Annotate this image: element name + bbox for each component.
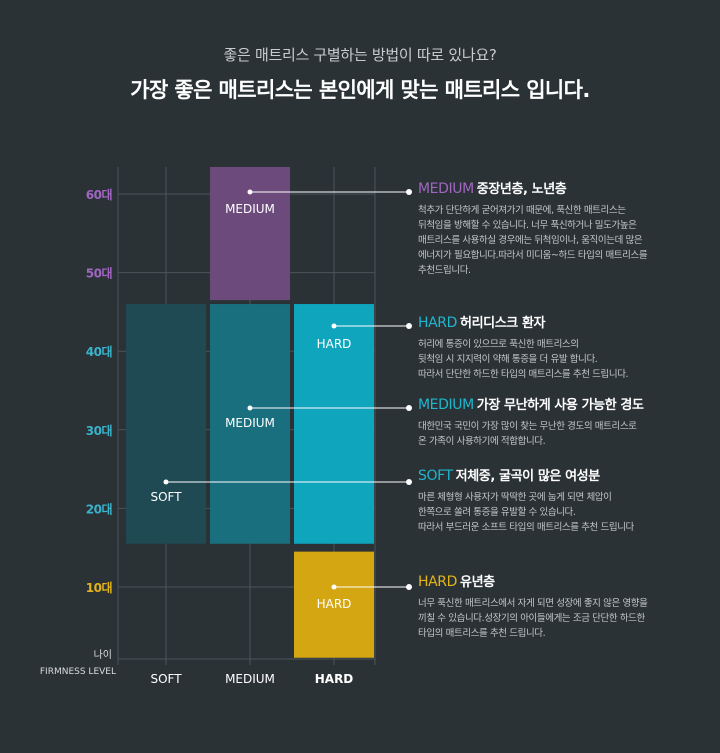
y-tick-label: 20대 (86, 502, 113, 516)
description-line: 마른 체형형 사용자가 딱딱한 곳에 눕게 되면 체압이 (418, 492, 612, 503)
header-subtitle: 좋은 매트리스 구별하는 방법이 따로 있나요? (223, 46, 497, 64)
description-line: 허리에 통증이 있으므로 푹신한 매트리스의 (418, 339, 579, 350)
description-body: 허리에 통증이 있으므로 푹신한 매트리스의 뒷척임 시 지지력이 약해 통증을… (418, 337, 708, 382)
bar-label: MEDIUM (225, 416, 275, 430)
description-line: 매트리스를 사용하실 경우에는 뒤척임이나, 움직이는데 많은 (418, 235, 643, 246)
leader-end-dot (406, 189, 412, 195)
description-title: HARD 유년층 (418, 573, 708, 592)
description-heading: 중장년층, 노년층 (476, 182, 567, 197)
leader-dot (247, 189, 253, 195)
description-keyword: MEDIUM (418, 397, 474, 413)
description-title: SOFT 저체중, 굴곡이 많은 여성분 (418, 467, 708, 486)
description-title: MEDIUM 가장 무난하게 사용 가능한 경도 (418, 396, 708, 415)
description-keyword: MEDIUM (418, 181, 474, 197)
description-heading: 가장 무난하게 사용 가능한 경도 (476, 398, 644, 413)
description-line: 끼칠 수 있습니다.성장기의 아이들에게는 조금 단단한 하드한 (418, 613, 645, 624)
leader-end-dot (406, 405, 412, 411)
bar-label: SOFT (150, 490, 182, 504)
bar-hard (294, 551, 374, 658)
bar-hard (294, 304, 374, 544)
description-line: 추천드립니다. (418, 265, 471, 276)
x-axis-label: FIRMNESS LEVEL (40, 667, 116, 677)
description-keyword: SOFT (418, 468, 453, 484)
description-line: 뒷척임 시 지지력이 약해 통증을 더 유발 합니다. (418, 354, 598, 365)
y-tick-label: 50대 (86, 267, 113, 281)
x-tick-label: MEDIUM (225, 672, 275, 686)
description-body: 마른 체형형 사용자가 딱딱한 곳에 눕게 되면 체압이 한쪽으로 쏠려 통증을… (418, 490, 708, 535)
y-axis-label: 나이 (94, 649, 112, 661)
description-hard-disc: HARD 허리디스크 환자 허리에 통증이 있으므로 푹신한 매트리스의 뒷척임 … (418, 314, 708, 382)
leader-dot (331, 584, 337, 590)
description-heading: 저체중, 굴곡이 많은 여성분 (455, 469, 600, 484)
leader-dot (163, 479, 169, 485)
description-line: 대한민국 국민이 가장 많이 찾는 무난한 경도의 매트리스로 (418, 421, 637, 432)
bar-label: HARD (317, 597, 352, 611)
description-title: MEDIUM 중장년층, 노년층 (418, 180, 708, 199)
leader-end-dot (406, 323, 412, 329)
y-tick-label: 30대 (86, 424, 113, 438)
description-medium-senior: MEDIUM 중장년층, 노년층 척추가 단단하게 굳어져가기 때문에, 푹신한 … (418, 180, 708, 278)
description-body: 대한민국 국민이 가장 많이 찾는 무난한 경도의 매트리스로 온 가족이 사용… (418, 419, 708, 449)
header-title: 가장 좋은 매트리스는 본인에게 맞는 매트리스 입니다. (130, 78, 590, 102)
description-line: 너무 푹신한 매트리스에서 자게 되면 성장에 좋지 않은 영향을 (418, 598, 648, 609)
description-title: HARD 허리디스크 환자 (418, 314, 708, 333)
description-line: 따라서 부드러운 소프트 타입의 매트리스를 추천 드립니다 (418, 522, 634, 533)
bar-medium (210, 304, 290, 544)
x-tick-label: SOFT (150, 672, 182, 686)
bar-medium (210, 167, 290, 301)
bar-soft (126, 304, 206, 544)
description-heading: 허리디스크 환자 (460, 316, 546, 331)
leader-end-dot (406, 479, 412, 485)
description-line: 온 가족이 사용하기에 적합합니다. (418, 436, 546, 447)
y-tick-label: 10대 (86, 581, 113, 595)
description-line: 에너지가 필요합니다.따라서 미디움~하드 타입의 매트리스를 (418, 250, 648, 261)
description-body: 너무 푹신한 매트리스에서 자게 되면 성장에 좋지 않은 영향을 끼칠 수 있… (418, 596, 708, 641)
leader-end-dot (406, 584, 412, 590)
y-tick-label: 60대 (86, 188, 113, 202)
description-line: 한쪽으로 쏠려 통증을 유발할 수 있습니다. (418, 507, 576, 518)
description-hard-children: HARD 유년층 너무 푹신한 매트리스에서 자게 되면 성장에 좋지 않은 영향… (418, 573, 708, 641)
bar-label: HARD (317, 337, 352, 351)
x-tick-label: HARD (315, 672, 354, 686)
leader-dot (331, 323, 337, 329)
description-heading: 유년층 (460, 575, 495, 590)
description-line: 뒤척임을 방해할 수 있습니다. 너무 푹신하거나 밀도가높은 (418, 220, 637, 231)
description-medium-general: MEDIUM 가장 무난하게 사용 가능한 경도 대한민국 국민이 가장 많이 찾… (418, 396, 708, 449)
description-line: 타입의 매트리스를 추천 드립니다. (418, 628, 546, 639)
bar-label: MEDIUM (225, 202, 275, 216)
description-body: 척추가 단단하게 굳어져가기 때문에, 푹신한 매트리스는 뒤척임을 방해할 수… (418, 203, 708, 278)
y-tick-label: 40대 (86, 345, 113, 359)
description-keyword: HARD (418, 574, 458, 590)
description-keyword: HARD (418, 315, 458, 331)
description-line: 따라서 단단한 하드한 타입의 매트리스를 추천 드립니다. (418, 369, 629, 380)
description-soft-women: SOFT 저체중, 굴곡이 많은 여성분 마른 체형형 사용자가 딱딱한 곳에 눕… (418, 467, 708, 535)
leader-dot (247, 405, 253, 411)
description-line: 척추가 단단하게 굳어져가기 때문에, 푹신한 매트리스는 (418, 205, 626, 216)
